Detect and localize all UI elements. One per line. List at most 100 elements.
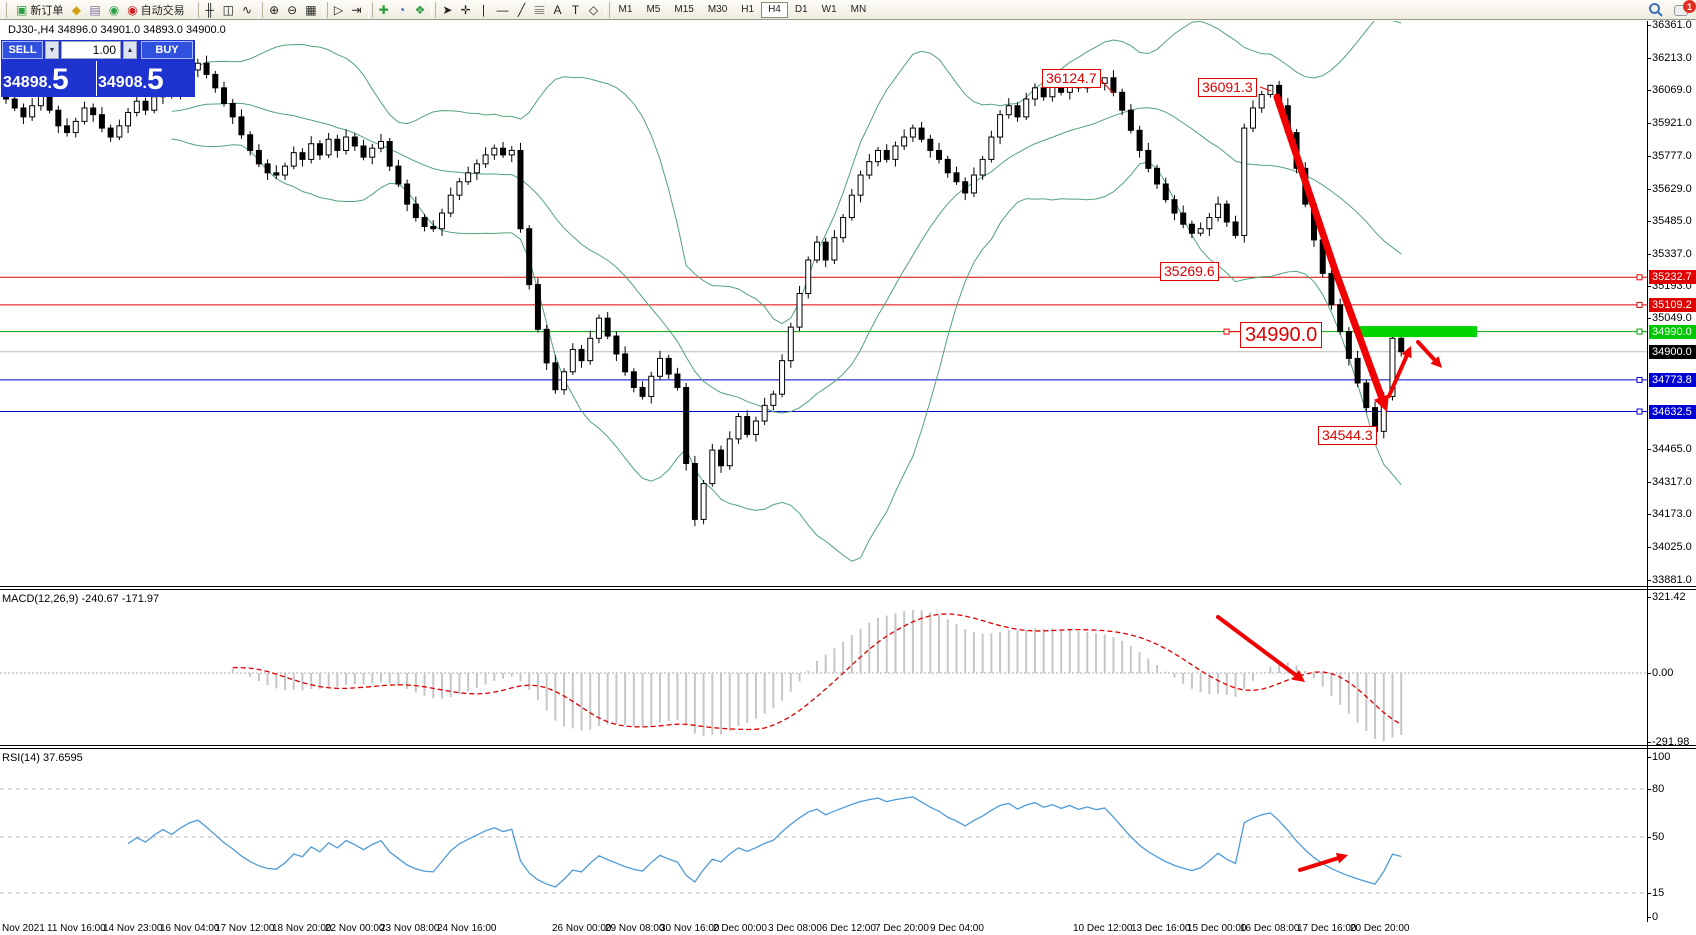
- rsi-axis-label: 0: [1652, 911, 1659, 923]
- axis-tick-mark: [1647, 254, 1651, 255]
- line-chart-button[interactable]: ∿: [238, 1, 256, 18]
- axis-tick-label: 35337.0: [1652, 248, 1692, 260]
- indicators-button[interactable]: ✚: [375, 1, 393, 18]
- sell-button[interactable]: SELL: [2, 41, 43, 59]
- quote-panel-divider: [96, 61, 97, 96]
- down-trend-arrow: [1273, 93, 1385, 401]
- auto-scroll-button[interactable]: ▷: [330, 1, 348, 18]
- tile-windows-button[interactable]: ▦: [301, 1, 320, 18]
- tf-button-M15[interactable]: M15: [674, 4, 694, 15]
- templates-button[interactable]: ❖: [411, 1, 430, 18]
- auto-trade-button[interactable]: ◉ 自动交易: [123, 1, 188, 18]
- pane-separator[interactable]: [0, 745, 1696, 749]
- annotation-label-36091.3: 36091.3: [1198, 78, 1257, 97]
- periods-button[interactable]: ◔: [393, 1, 411, 18]
- axis-tick-label: 35777.0: [1652, 150, 1692, 162]
- zoom-in-button[interactable]: ⊕: [265, 1, 283, 18]
- buy-price-big-digit: 5: [146, 63, 164, 96]
- gold-button[interactable]: ◆: [67, 1, 85, 18]
- axis-tick-mark: [1647, 757, 1651, 758]
- axis-tick-label: 36213.0: [1652, 52, 1692, 64]
- annotation-label-34544.3: 34544.3: [1318, 426, 1377, 445]
- tf-button-MN[interactable]: MN: [850, 4, 867, 15]
- time-axis: Nov 2021 11 Nov 16:00 14 Nov 23:00 16 Nov 0…: [0, 922, 1696, 935]
- buy-price-display[interactable]: 34908. 5: [98, 60, 193, 96]
- new-order-label: 新订单: [30, 4, 64, 17]
- tf-button-D1[interactable]: D1: [794, 4, 808, 15]
- macd-pane-canvas[interactable]: [0, 590, 1647, 745]
- macd-axis-label: -291.98: [1652, 736, 1690, 748]
- chart-shift-button[interactable]: ⇥: [348, 1, 366, 18]
- vertical-line-button[interactable]: ∣: [475, 1, 493, 18]
- axis-tick-label: 35049.0: [1652, 312, 1692, 324]
- axis-tick-mark: [1647, 58, 1651, 59]
- axis-tick-label: 34025.0: [1652, 541, 1692, 553]
- time-label: 6 Dec 12:00: [822, 923, 876, 934]
- annotation-label-36124.7: 36124.7: [1042, 69, 1101, 88]
- notifications-button[interactable]: 1: [1674, 0, 1696, 18]
- sell-price-dot: .: [47, 75, 52, 92]
- price-badge: 34900.0: [1649, 345, 1696, 359]
- time-label: 17 Nov 12:00: [215, 923, 275, 934]
- tf-button-H1[interactable]: H1: [741, 4, 755, 15]
- tf-button-H4[interactable]: H4: [761, 1, 788, 18]
- rsi-line: [127, 796, 1402, 888]
- axis-tick-label: 34317.0: [1652, 476, 1692, 488]
- shapes-button[interactable]: ◇: [585, 1, 603, 18]
- cursor-button[interactable]: ➤: [438, 1, 456, 18]
- new-order-button[interactable]: ▣ 新订单: [12, 1, 67, 18]
- macd-label: MACD(12,26,9) -240.67 -171.97: [2, 593, 160, 605]
- signal-button[interactable]: ◉: [105, 1, 123, 18]
- axis-tick-mark: [1647, 286, 1651, 287]
- rsi-axis-label: 15: [1652, 887, 1665, 899]
- upload-chart-button[interactable]: ▤: [85, 1, 104, 18]
- pane-separator[interactable]: [0, 586, 1696, 590]
- tf-button-M30[interactable]: M30: [707, 4, 728, 15]
- rsi-pane-canvas[interactable]: [0, 749, 1647, 922]
- lot-size-input[interactable]: 1.00: [61, 41, 121, 59]
- price-axis-border: [1647, 21, 1648, 926]
- level-marker: [1636, 301, 1643, 308]
- bounce-up-arrow-head: [1401, 346, 1412, 359]
- time-label: 18 Nov 20:00: [272, 923, 332, 934]
- price-badge: 35232.7: [1649, 270, 1696, 284]
- time-label: 9 Dec 04:00: [930, 923, 984, 934]
- horizontal-line-button[interactable]: —: [493, 1, 513, 18]
- axis-tick-mark: [1647, 156, 1651, 157]
- zoom-out-button[interactable]: ⊖: [283, 1, 301, 18]
- candlestick-button[interactable]: ◫: [219, 1, 238, 18]
- time-label: 22 Nov 00:00: [325, 923, 385, 934]
- fibonacci-button[interactable]: 𝄙: [531, 1, 549, 18]
- axis-tick-mark: [1647, 547, 1651, 548]
- label-button[interactable]: T: [567, 1, 585, 18]
- macd-down-arrow: [1216, 615, 1298, 677]
- main-chart-canvas[interactable]: [0, 21, 1647, 586]
- line-chart-icon: ∿: [242, 2, 253, 17]
- axis-tick-mark: [1647, 25, 1651, 26]
- tf-button-W1[interactable]: W1: [821, 4, 837, 15]
- text-button[interactable]: A: [549, 1, 567, 18]
- buy-button[interactable]: BUY: [141, 41, 193, 59]
- trendline-icon: ╱: [517, 2, 526, 17]
- tf-button-M1[interactable]: M1: [618, 4, 633, 15]
- indicators-icon: ✚: [378, 2, 389, 17]
- trendline-button[interactable]: ╱: [513, 1, 531, 18]
- lot-decrease-spinner[interactable]: ▼: [45, 41, 59, 59]
- tf-button-M5[interactable]: M5: [646, 4, 661, 15]
- sell-price-main: 34898: [3, 74, 48, 91]
- lot-increase-spinner[interactable]: ▲: [123, 41, 137, 59]
- bar-chart-button[interactable]: ╫: [201, 1, 219, 18]
- label-icon: T: [571, 2, 580, 17]
- time-label: 13 Dec 16:00: [1131, 923, 1191, 934]
- sell-price-display[interactable]: 34898. 5: [3, 60, 95, 96]
- auto-scroll-icon: ▷: [333, 2, 344, 17]
- bar-chart-icon: ╫: [205, 2, 214, 17]
- notification-count-badge: 1: [1683, 0, 1696, 13]
- bb-lower: [171, 138, 1402, 562]
- axis-tick-mark: [1647, 580, 1651, 581]
- search-icon[interactable]: [1648, 2, 1664, 18]
- crosshair-button[interactable]: ✛: [456, 1, 474, 18]
- axis-tick-label: 34173.0: [1652, 508, 1692, 520]
- level-marker: [1636, 376, 1643, 383]
- axis-tick-mark: [1647, 189, 1651, 190]
